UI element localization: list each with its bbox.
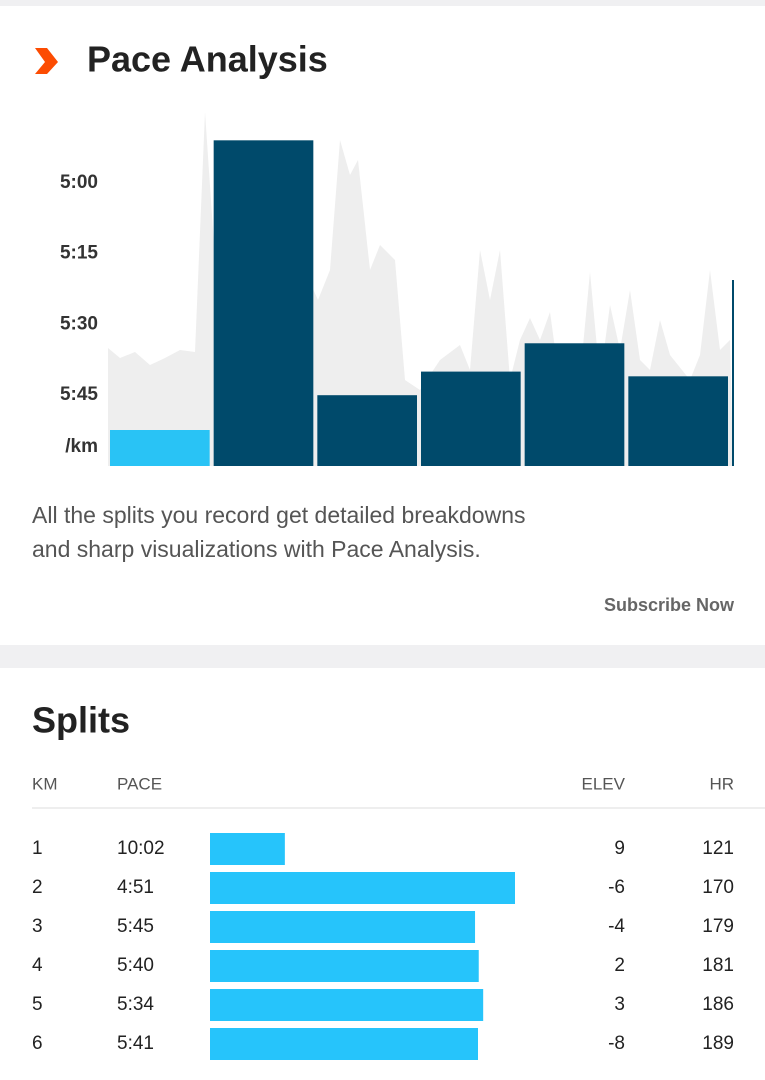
y-tick-label: 5:00 — [60, 172, 98, 193]
y-axis-label: /km — [65, 436, 98, 457]
pace-bar — [317, 395, 417, 466]
pace-bar — [213, 140, 314, 466]
column-header: ELEV — [582, 774, 626, 793]
column-header: PACE — [117, 774, 162, 793]
split-cell: 2 — [614, 955, 625, 976]
split-cell: 189 — [702, 1033, 734, 1054]
split-cell: 1 — [32, 838, 43, 859]
split-cell: 186 — [702, 994, 734, 1015]
split-cell: 2 — [32, 877, 43, 898]
chevron-icon — [35, 48, 58, 74]
trace-end — [732, 280, 734, 466]
description-line-2: and sharp visualizations with Pace Analy… — [32, 536, 481, 562]
split-cell: 181 — [702, 955, 734, 976]
splits-title: Splits — [32, 700, 130, 741]
split-pace-bar — [210, 833, 285, 865]
split-cell: 3 — [614, 994, 625, 1015]
y-tick-label: 5:30 — [60, 313, 98, 334]
split-cell: -8 — [608, 1033, 625, 1054]
y-tick-label: 5:15 — [60, 243, 98, 264]
split-cell: 121 — [702, 838, 734, 859]
split-cell: 6 — [32, 1033, 43, 1054]
subscribe-button[interactable]: Subscribe Now — [604, 595, 735, 615]
pace-bar — [628, 376, 728, 466]
split-cell: 4 — [32, 955, 43, 976]
column-header: HR — [709, 774, 734, 793]
split-cell: 3 — [32, 916, 43, 937]
split-cell: 10:02 — [117, 838, 165, 859]
pace-bar — [110, 430, 210, 466]
split-cell: 5:34 — [117, 994, 154, 1015]
pace-bar — [524, 343, 625, 466]
split-pace-bar — [210, 911, 476, 943]
split-cell: 179 — [702, 916, 734, 937]
column-header: KM — [32, 774, 58, 793]
split-cell: 4:51 — [117, 877, 154, 898]
split-cell: 5:41 — [117, 1033, 154, 1054]
split-cell: -4 — [608, 916, 625, 937]
split-cell: -6 — [608, 877, 625, 898]
split-pace-bar — [210, 1028, 478, 1060]
split-cell: 9 — [614, 838, 625, 859]
split-cell: 5 — [32, 994, 43, 1015]
split-pace-bar — [210, 950, 479, 982]
card-title: Pace Analysis — [87, 39, 328, 80]
pace-bar — [421, 371, 521, 466]
split-pace-bar — [210, 872, 515, 904]
y-tick-label: 5:45 — [60, 384, 98, 405]
split-pace-bar — [210, 989, 484, 1021]
split-cell: 5:45 — [117, 916, 154, 937]
description-line-1: All the splits you record get detailed b… — [32, 502, 526, 528]
split-cell: 5:40 — [117, 955, 154, 976]
description: All the splits you record get detailed b… — [32, 502, 526, 562]
split-cell: 170 — [702, 877, 734, 898]
